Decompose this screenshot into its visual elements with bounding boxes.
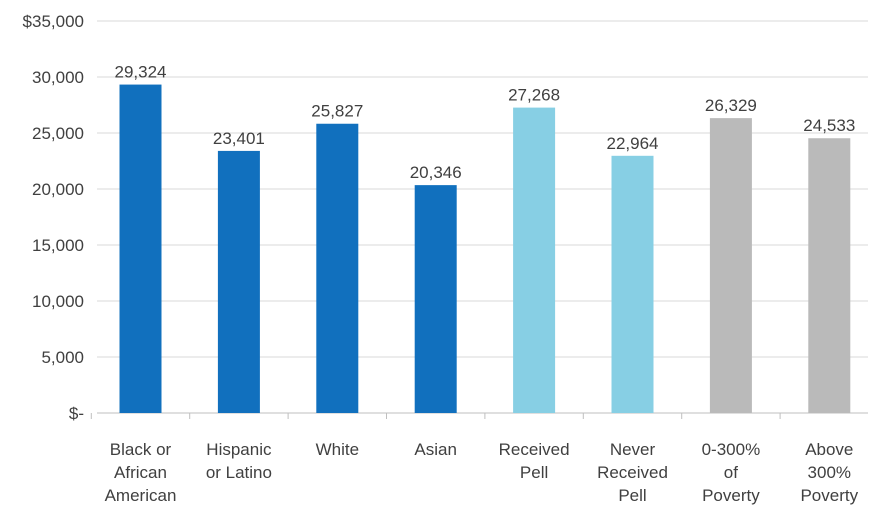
y-tick-label: $- — [69, 404, 84, 423]
category-label: Received Pell — [499, 440, 570, 482]
y-tick-label: $35,000 — [23, 12, 84, 31]
data-label: 25,827 — [311, 102, 363, 121]
y-axis-tick-labels: $- 5,000 10,000 15,000 20,000 25,000 30,000 $35… — [23, 12, 84, 423]
y-tick-label: 30,000 — [32, 68, 84, 87]
data-labels: 29,324 23,401 25,827 20,346 27,268 22,964 26,3… — [115, 63, 856, 183]
category-label: Hispanic or Latino — [206, 440, 272, 482]
category-label: 0-300% of Poverty — [702, 440, 761, 505]
bar — [808, 138, 851, 413]
data-label: 27,268 — [508, 86, 560, 105]
bar — [414, 185, 457, 413]
bar — [513, 107, 556, 414]
category-label: Never Received Pell — [597, 440, 668, 505]
data-label: 20,346 — [410, 163, 462, 182]
data-label: 23,401 — [213, 129, 265, 148]
category-label: Black or African American — [105, 440, 177, 505]
data-label: 26,329 — [705, 96, 757, 115]
y-tick-label: 10,000 — [32, 292, 84, 311]
x-axis-category-labels: Black or African American Hispanic or Latino… — [105, 440, 859, 505]
category-label: White — [316, 440, 359, 459]
category-label: Above 300% Poverty — [800, 440, 858, 505]
bar — [119, 84, 162, 413]
bars — [119, 84, 851, 414]
data-label: 24,533 — [803, 116, 855, 135]
bar — [316, 123, 359, 413]
category-label: Asian — [414, 440, 457, 459]
data-label: 29,324 — [115, 63, 167, 82]
bar — [611, 155, 654, 413]
y-tick-label: 25,000 — [32, 124, 84, 143]
y-tick-label: 5,000 — [41, 348, 84, 367]
y-tick-label: 20,000 — [32, 180, 84, 199]
bar — [709, 118, 752, 413]
bar — [217, 150, 260, 413]
y-tick-label: 15,000 — [32, 236, 84, 255]
gridlines — [90, 20, 868, 419]
data-label: 22,964 — [607, 134, 659, 153]
